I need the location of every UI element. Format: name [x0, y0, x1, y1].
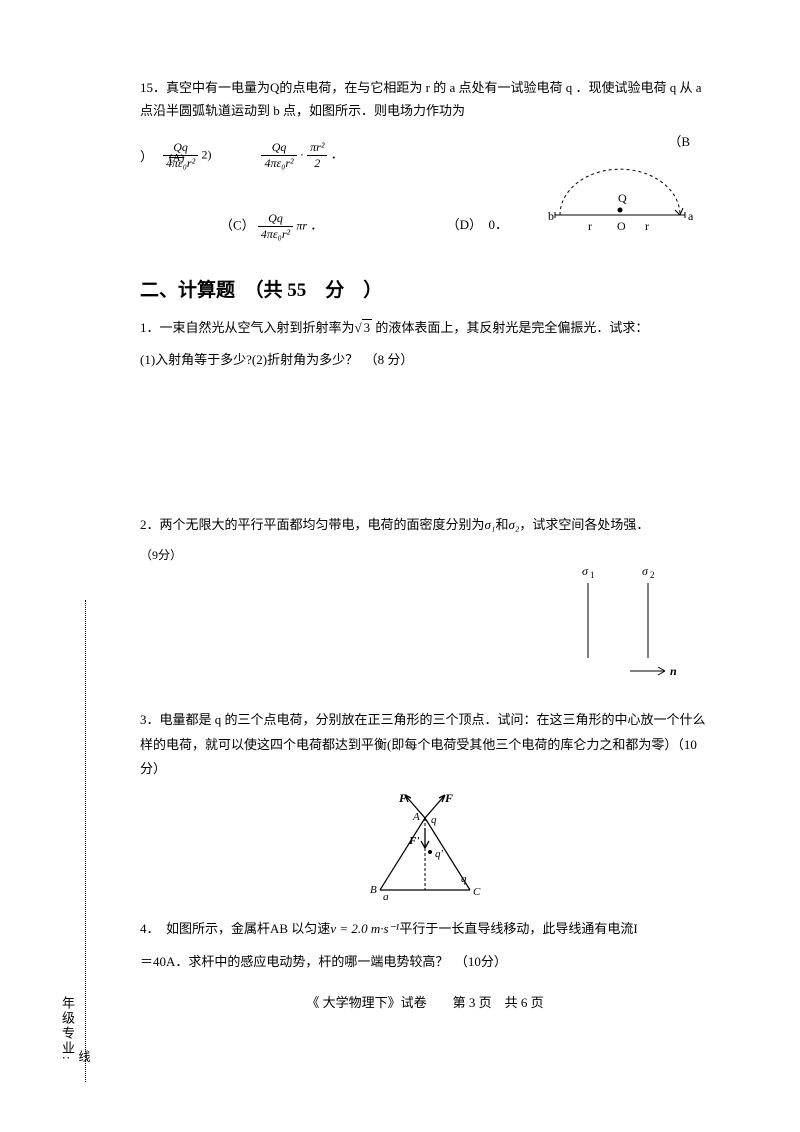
side-line-label: 线 — [76, 1050, 93, 1062]
svg-text:n: n — [670, 664, 677, 678]
svg-text:A: A — [412, 811, 420, 823]
diag-Q: Q — [618, 191, 627, 205]
q15-formulas: ） Qq 4πε₀r² (A) 2) Qq 4πε₀r² · πr² 2 — [140, 140, 540, 242]
opt-b-dot: ． — [331, 146, 344, 161]
gap-2 — [140, 688, 710, 708]
semicircle-svg: Q b a r O r — [540, 160, 710, 240]
q15-prefix: ） — [140, 146, 153, 165]
side-major-label: 年级专业: — [58, 996, 77, 1062]
diag-r2: r — [645, 219, 649, 233]
svg-text:q': q' — [435, 848, 444, 860]
q15-option-b: Qq 4πε₀r² · πr² 2 ． — [261, 140, 343, 171]
page-footer: 《 大学物理下》试卷 第 3 页 共 6 页 — [140, 992, 710, 1011]
q15-text: 15．真空中有一电量为Q的点电荷，在与它相距为 r 的 a 点处有一试验电荷 q… — [140, 76, 710, 123]
svg-text:F: F — [398, 791, 407, 805]
svg-text:2: 2 — [650, 570, 655, 580]
problem-3: 3．电量都是 q 的三个点电荷，分别放在正三角形的三个顶点．试问：在这三角形的中… — [140, 708, 710, 782]
p2-main: 2．两个无限大的平行平面都均匀带电，电荷的面密度分别为σ₁和σ₂，试求空间各处场… — [140, 513, 710, 538]
svg-text:1: 1 — [590, 570, 595, 580]
svg-text:σ: σ — [642, 564, 649, 578]
p2-text-b: ，试求空间各处场强． — [519, 517, 649, 532]
p4-v: v = 2.0 m·s⁻¹ — [330, 921, 399, 936]
diag-r1: r — [588, 219, 592, 233]
p2-s1: σ₁ — [485, 517, 496, 532]
p2-diagram: σ1 σ2 n — [560, 563, 690, 683]
p2-text-a: 2．两个无限大的平行平面都均匀带电，电荷的面密度分别为 — [140, 517, 485, 532]
p2-points: （9分） — [140, 546, 710, 563]
p1-text-a: 1．一束自然光从空气入射到折射率为 — [140, 320, 355, 335]
svg-text:q: q — [431, 814, 437, 826]
opt-a-strike: (A) — [169, 152, 184, 164]
problem-2-row: 2．两个无限大的平行平面都均匀带电，电荷的面密度分别为σ₁和σ₂，试求空间各处场… — [140, 513, 710, 563]
q15-diagram: Q b a r O r — [540, 160, 710, 245]
p2-and: 和 — [495, 517, 508, 532]
diag-a: a — [688, 209, 694, 223]
section-2-title: 二、计算题 （共 55 分 ） — [140, 275, 710, 302]
frac-den-b2: 2 — [314, 156, 320, 170]
problem-2-text: 2．两个无限大的平行平面都均匀带电，电荷的面密度分别为σ₁和σ₂，试求空间各处场… — [140, 513, 710, 563]
svg-text:F: F — [444, 791, 453, 805]
side-dotted-line — [85, 600, 86, 1082]
opt-a-2: 2) — [201, 147, 211, 161]
diag-b: b — [548, 209, 554, 223]
gap-1 — [140, 373, 710, 513]
frac-den-b: 4πε₀r² — [264, 156, 293, 170]
p2-diagram-wrap: σ1 σ2 n — [140, 563, 710, 688]
svg-text:B: B — [370, 884, 377, 896]
problem-1-sub: (1)入射角等于多少?(2)折射角为多少？ （8 分） — [140, 348, 710, 373]
opt-c-label: （C） — [220, 217, 255, 232]
p4-text-b: 平行于一长直导线移动，此导线通有电流I — [399, 921, 637, 936]
problem-1: 1．一束自然光从空气入射到折射率为 3 的液体表面上，其反射光是完全偏振光．试求： — [140, 316, 710, 341]
p2-s2: σ₂ — [508, 517, 519, 532]
q15-options-row: ） Qq 4πε₀r² (A) 2) Qq 4πε₀r² · πr² 2 — [140, 140, 710, 245]
opt-c-dot: ． — [310, 217, 323, 232]
p4-text-a: 4． 如图所示，金属杆AB 以匀速 — [140, 921, 330, 936]
p1-text-b: 的液体表面上，其反射光是完全偏振光．试求： — [372, 320, 648, 335]
sqrt-val: 3 — [362, 319, 373, 335]
p3-diagram-wrap: F F A q F' q' B q q C — [140, 790, 710, 905]
problem-4-line2: ＝40A．求杆中的感应电动势，杆的哪一端电势较高？ （10分） — [140, 950, 710, 975]
q15-option-a: Qq 4πε₀r² (A) 2) — [163, 140, 211, 171]
p3-diagram: F F A q F' q' B q q C — [345, 790, 505, 900]
svg-text:q: q — [383, 891, 389, 900]
svg-text:σ: σ — [582, 564, 589, 578]
pir: πr — [296, 218, 307, 232]
frac-num-b: Qq — [272, 140, 287, 154]
problem-4: 4． 如图所示，金属杆AB 以匀速v = 2.0 m·s⁻¹平行于一长直导线移动… — [140, 917, 710, 942]
svg-text:q: q — [461, 873, 467, 885]
frac-num-b2: πr² — [310, 140, 324, 154]
diag-O: O — [617, 219, 626, 233]
svg-text:C: C — [473, 886, 481, 898]
frac-num-c: Qq — [268, 211, 283, 225]
q15-option-d: （D） 0． — [447, 214, 508, 233]
q15-option-c: （C） Qq 4πε₀r² πr ． — [220, 211, 323, 242]
frac-den-c: 4πε₀r² — [261, 227, 290, 241]
sqrt-3: 3 — [355, 316, 373, 341]
svg-text:F': F' — [408, 835, 419, 847]
